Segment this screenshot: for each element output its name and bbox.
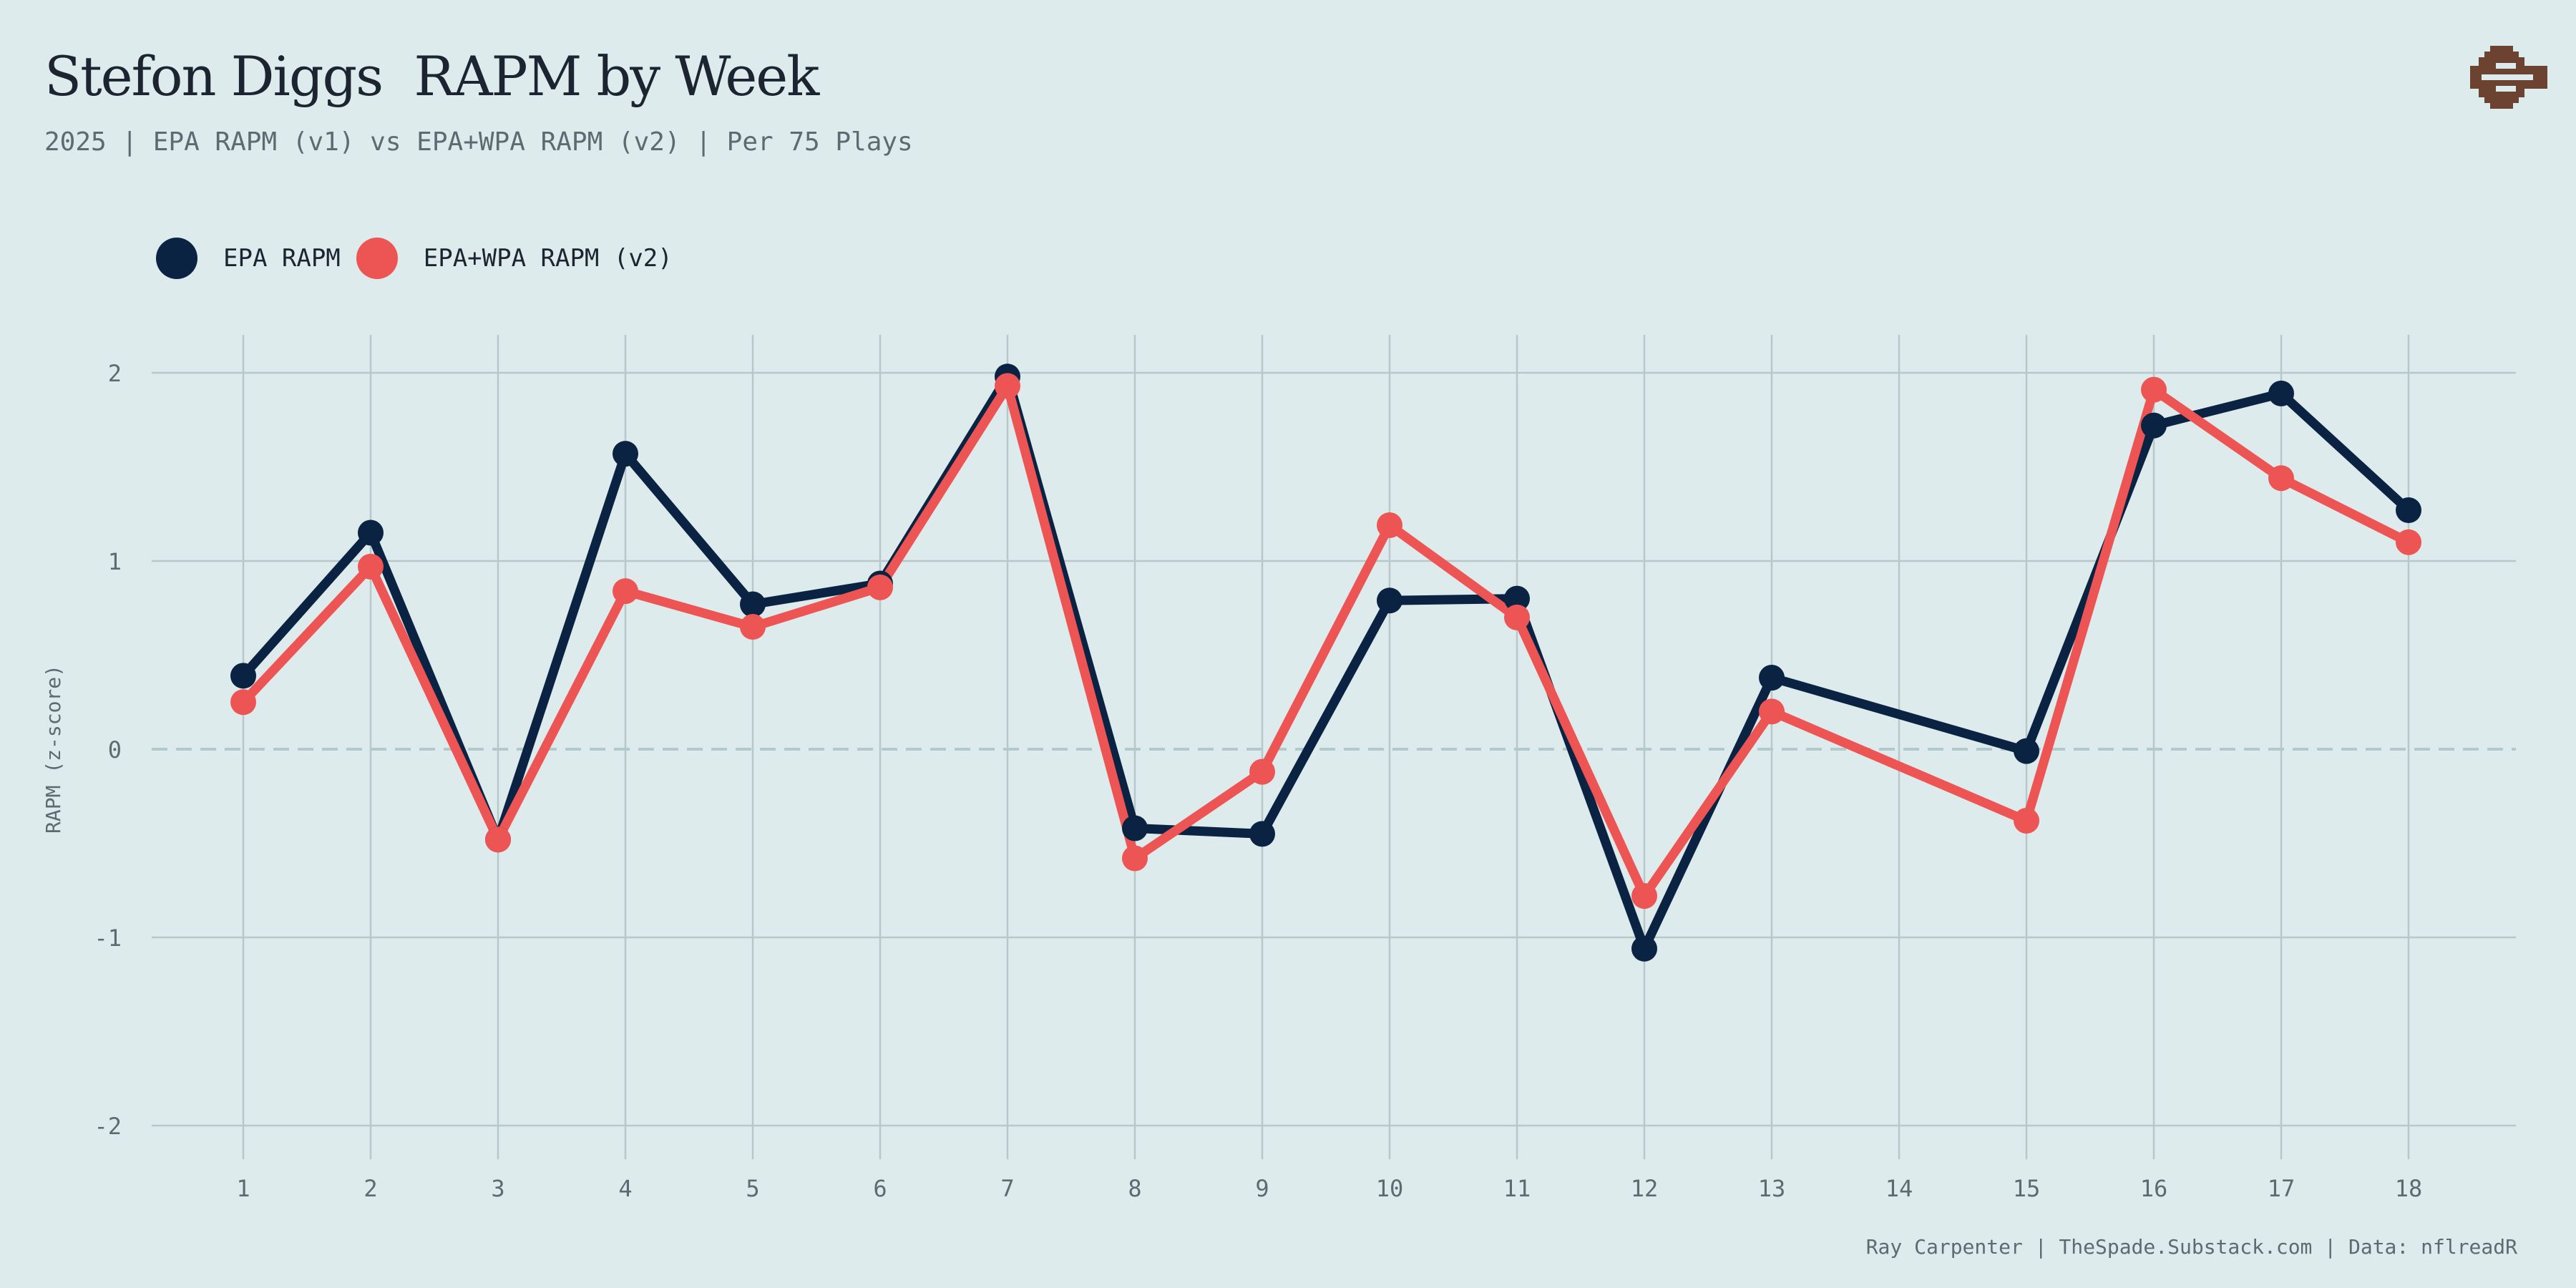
data-point-epa-wpa (740, 614, 766, 640)
data-point-epa-wpa (2014, 807, 2039, 834)
data-point-epa (1377, 587, 1402, 614)
data-point-epa-wpa (1504, 604, 1530, 630)
x-tick-label: 8 (1128, 1175, 1141, 1202)
data-point-epa (1759, 665, 1785, 691)
data-point-epa-wpa (613, 578, 638, 605)
data-point-epa (2268, 380, 2294, 406)
data-point-epa (358, 519, 384, 546)
data-point-epa-wpa (1631, 883, 1657, 909)
legend-label-epa: EPA RAPM (223, 244, 341, 273)
x-tick-label: 11 (1503, 1175, 1531, 1202)
data-point-epa-wpa (2141, 376, 2167, 403)
legend-swatch-epa (156, 238, 197, 279)
data-point-epa (1249, 821, 1275, 847)
data-point-epa (740, 591, 766, 618)
data-point-epa-wpa (867, 574, 893, 600)
data-point-epa (230, 663, 256, 689)
data-point-epa-wpa (2268, 465, 2294, 492)
data-point-epa-wpa (1249, 758, 1275, 785)
x-tick-label: 4 (618, 1175, 632, 1202)
y-tick-label: 2 (108, 360, 122, 387)
data-point-epa (2141, 412, 2167, 439)
data-point-epa (1504, 585, 1530, 612)
legend-item-epa-wpa: EPA+WPA RAPM (v2) (356, 238, 673, 279)
x-tick-label: 14 (1885, 1175, 1913, 1202)
x-tick-label: 15 (2013, 1175, 2041, 1202)
data-point-epa (2396, 497, 2421, 523)
x-tick-label: 5 (746, 1175, 759, 1202)
legend-label-epa-wpa: EPA+WPA RAPM (v2) (423, 244, 673, 273)
series-line-epa (238, 371, 2414, 954)
y-tick-label: -2 (94, 1113, 122, 1140)
x-tick-label: 16 (2140, 1175, 2168, 1202)
y-tick-label: -1 (94, 924, 122, 952)
grid-layer (152, 335, 2516, 1159)
x-tick-label: 13 (1758, 1175, 1786, 1202)
y-tick-label: 0 (108, 736, 122, 763)
data-point-epa-wpa (485, 826, 511, 853)
y-tick-label: 1 (108, 548, 122, 575)
x-tick-label: 3 (491, 1175, 504, 1202)
x-tick-label: 9 (1255, 1175, 1269, 1202)
x-tick-label: 10 (1376, 1175, 1404, 1202)
x-tick-label: 17 (2268, 1175, 2296, 1202)
legend-swatch-epa-wpa (356, 238, 398, 279)
data-point-epa-wpa (2396, 529, 2421, 555)
data-point-epa-wpa (1122, 845, 1148, 872)
x-tick-label: 18 (2395, 1175, 2423, 1202)
x-tick-label: 7 (1000, 1175, 1014, 1202)
data-point-epa (1122, 815, 1148, 841)
legend-item-epa: EPA RAPM (156, 238, 341, 279)
data-point-epa (2014, 738, 2039, 764)
brown-pixel-logo-icon (2470, 46, 2547, 109)
data-point-epa-wpa (230, 689, 256, 716)
data-point-epa (1631, 935, 1657, 962)
x-tick-label: 2 (364, 1175, 377, 1202)
data-point-epa-wpa (1377, 512, 1402, 539)
x-tick-label: 1 (236, 1175, 250, 1202)
chart-title: Stefon Diggs RAPM by Week (44, 44, 819, 108)
data-point-epa-wpa (1759, 698, 1785, 725)
x-tick-label: 6 (873, 1175, 887, 1202)
data-point-epa (613, 441, 638, 467)
chart-subtitle: 2025 | EPA RAPM (v1) vs EPA+WPA RAPM (v2… (44, 127, 913, 157)
legend: EPA RAPM EPA+WPA RAPM (v2) (156, 238, 688, 279)
data-point-epa-wpa (358, 553, 384, 580)
footer-credit: Ray Carpenter | TheSpade.Substack.com | … (1865, 1235, 2517, 1259)
x-tick-label: 12 (1631, 1175, 1659, 1202)
y-axis-label: RAPM (z-score) (42, 665, 65, 834)
data-point-epa-wpa (995, 373, 1020, 399)
series-layer (230, 364, 2421, 962)
